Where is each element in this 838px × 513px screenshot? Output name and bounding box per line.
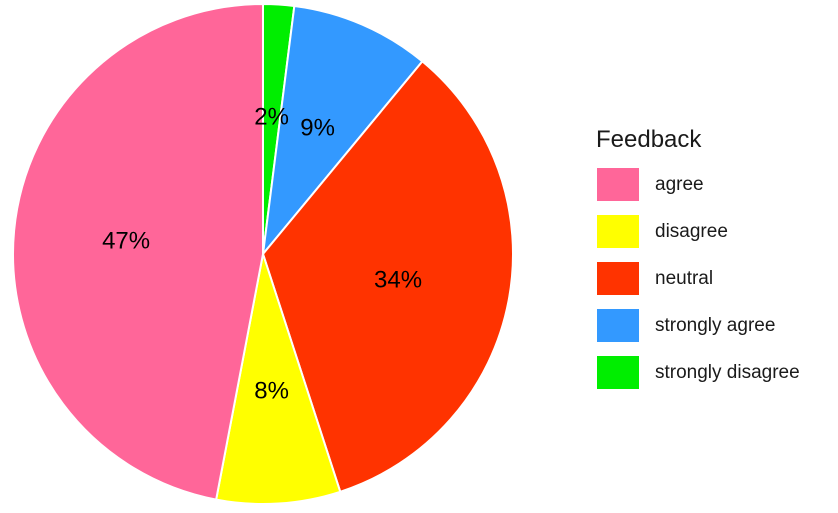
- slice-label-strongly-disagree: 2%: [254, 103, 289, 130]
- legend-label-strongly-disagree: strongly disagree: [655, 362, 800, 383]
- legend-items: agree disagree neutral strongly agree strong…: [597, 168, 800, 389]
- slice-label-strongly-agree: 9%: [300, 114, 335, 141]
- pie-slice-neutral: [261, 59, 514, 494]
- legend-swatch-neutral: [597, 262, 639, 295]
- pie-slice-disagree: [214, 253, 342, 505]
- slice-label-neutral: 34%: [374, 266, 422, 293]
- legend-swatch-disagree: [597, 215, 639, 248]
- legend-label-strongly-agree: strongly agree: [655, 315, 775, 336]
- pie-slice-labels: 2% 9% 34% 8% 47%: [102, 103, 422, 404]
- legend-title: Feedback: [596, 126, 702, 153]
- legend-label-disagree: disagree: [655, 221, 728, 242]
- legend-label-neutral: neutral: [655, 268, 713, 289]
- legend: Feedback agree disagree neutral strongly ag…: [596, 126, 800, 389]
- legend-swatch-agree: [597, 168, 639, 201]
- pie-slice-agree: [12, 2, 264, 501]
- pie-slices: [12, 2, 514, 505]
- legend-swatch-strongly-disagree: [597, 356, 639, 389]
- legend-swatch-strongly-agree: [597, 309, 639, 342]
- pie-slice-strongly-agree: [261, 4, 424, 258]
- legend-label-agree: agree: [655, 174, 704, 195]
- slice-label-disagree: 8%: [254, 378, 289, 405]
- slice-label-agree: 47%: [102, 228, 150, 255]
